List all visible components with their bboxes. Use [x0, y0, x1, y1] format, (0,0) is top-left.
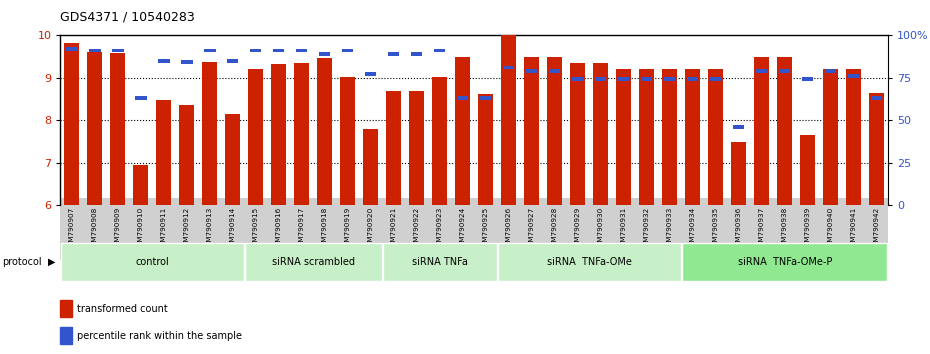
Bar — [411, 52, 422, 56]
Text: siRNA  TNFa-OMe: siRNA TNFa-OMe — [547, 257, 631, 267]
Text: siRNA TNFa: siRNA TNFa — [412, 257, 468, 267]
FancyBboxPatch shape — [61, 243, 244, 281]
Bar — [458, 96, 469, 100]
Bar — [526, 69, 538, 73]
Bar — [386, 91, 402, 205]
Bar — [709, 69, 724, 205]
Bar — [365, 72, 377, 76]
Bar — [297, 48, 308, 52]
Bar — [181, 61, 193, 64]
Bar — [340, 77, 355, 205]
FancyBboxPatch shape — [498, 243, 681, 281]
Bar — [203, 62, 218, 205]
Bar — [550, 69, 561, 73]
Bar — [179, 105, 194, 205]
FancyBboxPatch shape — [246, 243, 381, 281]
Bar — [60, 300, 73, 317]
Bar — [388, 52, 399, 56]
Bar — [87, 52, 102, 205]
Bar — [250, 48, 261, 52]
Text: percentile rank within the sample: percentile rank within the sample — [76, 331, 242, 341]
Bar — [478, 94, 493, 205]
Bar — [687, 78, 698, 81]
Bar — [800, 135, 816, 205]
Bar — [777, 57, 792, 205]
Bar — [711, 78, 722, 81]
FancyBboxPatch shape — [383, 243, 497, 281]
Bar — [848, 74, 859, 78]
Bar — [618, 78, 630, 81]
Bar — [227, 59, 238, 63]
Bar — [756, 69, 767, 73]
Bar — [823, 69, 838, 205]
Bar — [595, 78, 606, 81]
Bar — [754, 57, 769, 205]
Bar — [846, 69, 861, 205]
Bar — [802, 78, 813, 81]
Bar — [89, 48, 100, 52]
Bar — [158, 59, 169, 63]
Bar — [547, 57, 563, 205]
Bar — [503, 65, 514, 69]
FancyBboxPatch shape — [682, 243, 887, 281]
Bar — [225, 114, 240, 205]
Text: siRNA  TNFa-OMe-P: siRNA TNFa-OMe-P — [737, 257, 831, 267]
Bar — [641, 78, 652, 81]
Bar — [662, 69, 677, 205]
Bar — [136, 96, 147, 100]
Bar — [273, 48, 285, 52]
Bar — [480, 96, 491, 100]
Bar — [593, 63, 608, 205]
Bar — [156, 100, 171, 205]
Bar — [319, 52, 330, 56]
Bar — [317, 58, 332, 205]
Bar — [295, 63, 310, 205]
Bar — [733, 125, 744, 129]
Bar — [66, 47, 77, 51]
Text: protocol: protocol — [2, 257, 42, 267]
Text: transformed count: transformed count — [76, 303, 167, 314]
Text: control: control — [136, 257, 169, 267]
Bar — [572, 78, 583, 81]
Bar — [870, 93, 884, 205]
Bar — [432, 77, 447, 205]
Bar — [272, 64, 286, 205]
Bar — [133, 165, 149, 205]
Bar — [871, 96, 883, 100]
Bar — [409, 91, 424, 205]
Bar — [111, 53, 126, 205]
Bar — [664, 78, 675, 81]
Bar — [731, 142, 746, 205]
Bar — [779, 69, 790, 73]
Bar — [60, 327, 73, 344]
Bar — [64, 43, 79, 205]
Text: GDS4371 / 10540283: GDS4371 / 10540283 — [60, 11, 195, 24]
Bar — [248, 69, 263, 205]
Text: ▶: ▶ — [48, 257, 56, 267]
Bar — [113, 48, 124, 52]
Text: siRNA scrambled: siRNA scrambled — [272, 257, 355, 267]
Bar — [456, 57, 471, 205]
Bar — [501, 35, 516, 205]
Bar — [342, 48, 353, 52]
Bar — [825, 69, 836, 73]
Bar — [434, 48, 445, 52]
Bar — [205, 48, 216, 52]
Bar — [525, 57, 539, 205]
Bar — [685, 69, 700, 205]
Bar — [617, 69, 631, 205]
Bar — [570, 63, 585, 205]
Bar — [639, 69, 654, 205]
Bar — [364, 129, 379, 205]
